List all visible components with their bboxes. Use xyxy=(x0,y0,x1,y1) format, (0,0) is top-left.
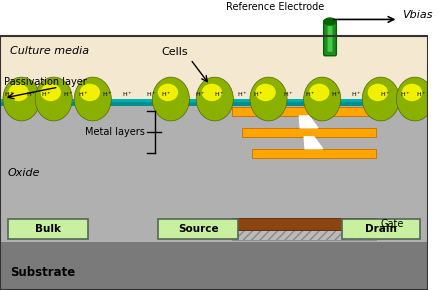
Text: H$^+$: H$^+$ xyxy=(380,90,391,99)
Text: Bulk: Bulk xyxy=(35,224,61,234)
Ellipse shape xyxy=(152,77,189,121)
Text: H$^+$: H$^+$ xyxy=(63,90,74,99)
Ellipse shape xyxy=(196,77,233,121)
Bar xyxy=(0,36,427,99)
Ellipse shape xyxy=(304,77,341,121)
Text: H$^+$: H$^+$ xyxy=(4,90,15,99)
Bar xyxy=(0,106,427,242)
Ellipse shape xyxy=(201,84,222,101)
Ellipse shape xyxy=(8,84,29,101)
Text: H$^+$: H$^+$ xyxy=(121,90,132,99)
FancyBboxPatch shape xyxy=(324,20,336,56)
Text: Cells: Cells xyxy=(161,47,188,57)
Bar xyxy=(0,36,427,290)
Bar xyxy=(233,230,376,240)
Text: Vbias: Vbias xyxy=(402,10,433,21)
Text: H$^+$: H$^+$ xyxy=(400,90,410,99)
Ellipse shape xyxy=(324,18,336,25)
Bar xyxy=(242,128,376,137)
Bar xyxy=(233,218,376,230)
Ellipse shape xyxy=(35,77,72,121)
Text: H$^+$: H$^+$ xyxy=(26,90,37,99)
Text: H$^+$: H$^+$ xyxy=(161,90,171,99)
Text: H$^+$: H$^+$ xyxy=(102,90,113,99)
Ellipse shape xyxy=(80,84,100,101)
Text: H$^+$: H$^+$ xyxy=(195,90,205,99)
Text: Source: Source xyxy=(178,224,219,234)
FancyBboxPatch shape xyxy=(8,219,88,239)
Bar xyxy=(0,102,427,106)
Ellipse shape xyxy=(255,84,276,101)
FancyBboxPatch shape xyxy=(158,219,238,239)
Text: Passivation layer: Passivation layer xyxy=(4,77,87,87)
Text: H$^+$: H$^+$ xyxy=(237,90,247,99)
Ellipse shape xyxy=(309,84,329,101)
Ellipse shape xyxy=(74,77,111,121)
FancyBboxPatch shape xyxy=(328,26,332,52)
Text: H$^+$: H$^+$ xyxy=(305,90,316,99)
Ellipse shape xyxy=(250,77,287,121)
Text: H$^+$: H$^+$ xyxy=(351,90,362,99)
Ellipse shape xyxy=(41,84,61,101)
Text: H$^+$: H$^+$ xyxy=(332,90,342,99)
Bar xyxy=(233,107,376,116)
Text: Metal layers: Metal layers xyxy=(85,127,145,137)
Polygon shape xyxy=(304,137,323,149)
FancyBboxPatch shape xyxy=(342,219,420,239)
Ellipse shape xyxy=(402,84,422,101)
Text: Gate: Gate xyxy=(381,219,404,229)
Ellipse shape xyxy=(3,77,40,121)
Text: Culture media: Culture media xyxy=(10,46,89,56)
Text: Drain: Drain xyxy=(365,224,397,234)
Text: H$^+$: H$^+$ xyxy=(78,90,88,99)
Text: H$^+$: H$^+$ xyxy=(417,90,427,99)
Bar xyxy=(252,149,376,158)
Polygon shape xyxy=(299,116,318,128)
Ellipse shape xyxy=(396,77,434,121)
Bar xyxy=(0,242,427,290)
Bar xyxy=(0,99,427,102)
Text: H$^+$: H$^+$ xyxy=(253,90,264,99)
Text: Oxide: Oxide xyxy=(8,168,40,177)
Text: H$^+$: H$^+$ xyxy=(146,90,157,99)
Text: Reference Electrode: Reference Electrode xyxy=(226,3,324,12)
Text: H$^+$: H$^+$ xyxy=(42,90,52,99)
Ellipse shape xyxy=(362,77,399,121)
Text: H$^+$: H$^+$ xyxy=(283,90,293,99)
Ellipse shape xyxy=(158,84,178,101)
Text: H$^+$: H$^+$ xyxy=(214,90,225,99)
Ellipse shape xyxy=(367,84,388,101)
Text: Substrate: Substrate xyxy=(10,266,75,279)
Bar xyxy=(0,1,427,36)
